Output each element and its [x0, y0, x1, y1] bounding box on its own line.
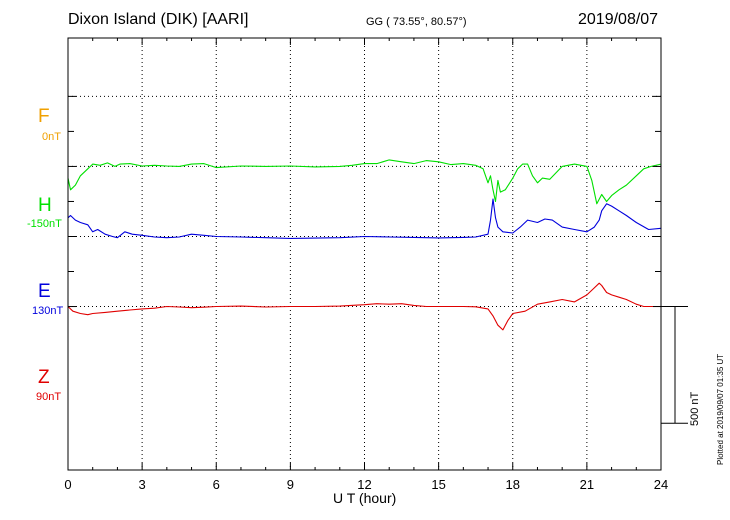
channel-e-offset: 130nT [32, 305, 64, 317]
channel-f-label: F [38, 106, 50, 127]
series-e-line [67, 198, 662, 239]
series-h-line [67, 159, 662, 205]
channel-z-offset: 90nT [36, 391, 62, 403]
x-axis-label: U T (hour) [333, 490, 397, 506]
channel-f-offset: 0nT [42, 131, 61, 143]
channel-h-label: H [38, 195, 52, 216]
x-tick-label: 24 [654, 477, 668, 492]
coordinates-label: GG ( 73.55°, 80.57°) [366, 16, 467, 28]
series-z-line [67, 282, 661, 331]
x-tick-label: 18 [506, 477, 520, 492]
x-tick-label: 0 [64, 477, 71, 492]
x-tick-label: 12 [357, 477, 371, 492]
x-tick-label: 15 [431, 477, 445, 492]
station-title: Dixon Island (DIK) [AARI] [68, 11, 249, 28]
x-tick-label: 21 [580, 477, 594, 492]
plot-frame [67, 37, 662, 471]
x-tick-label: 3 [139, 477, 146, 492]
x-tick-label: 6 [213, 477, 220, 492]
x-tick-label: 9 [287, 477, 294, 492]
channel-e-label: E [38, 281, 51, 302]
channel-h-offset: -150nT [27, 218, 62, 230]
date-label: 2019/08/07 [578, 11, 659, 28]
channel-z-label: Z [38, 367, 50, 388]
